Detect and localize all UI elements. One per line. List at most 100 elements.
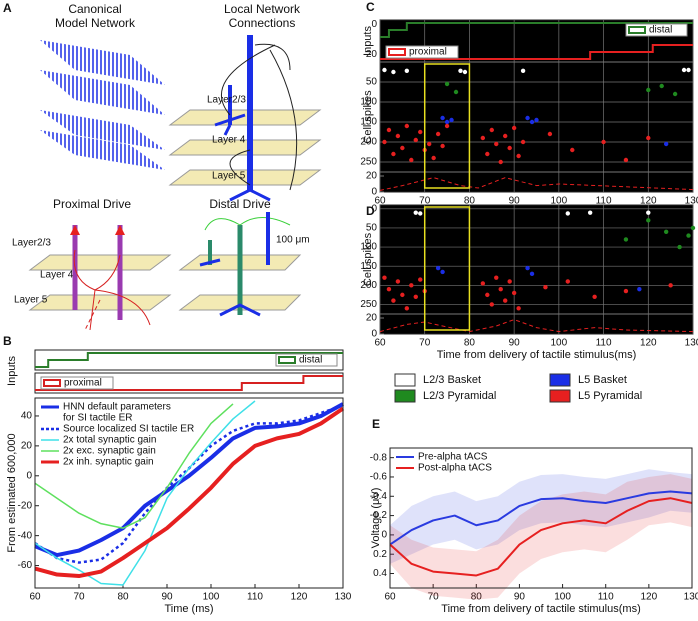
x-tick-label: 110 xyxy=(598,592,614,603)
line xyxy=(389,497,693,577)
spike xyxy=(400,292,405,298)
spike xyxy=(547,131,553,137)
x-tick-label: 120 xyxy=(640,338,657,349)
layer-plate xyxy=(168,169,322,186)
spike xyxy=(525,115,530,121)
spike xyxy=(418,211,423,216)
input-legend-label: distal xyxy=(649,25,672,36)
line xyxy=(389,490,693,546)
spike xyxy=(494,275,499,280)
panel-label: B xyxy=(3,334,12,348)
y-tick-label: 250 xyxy=(360,299,377,310)
spike xyxy=(382,139,387,145)
legend-label: 2x total synaptic gain xyxy=(63,435,156,446)
line xyxy=(34,406,345,579)
x-tick-label: 110 xyxy=(596,338,612,349)
diagram-title: Proximal Drive xyxy=(53,197,131,211)
spike xyxy=(404,123,410,129)
line xyxy=(34,402,344,558)
dipole-tick-label: 0 xyxy=(371,329,377,340)
spike xyxy=(681,67,687,73)
spike xyxy=(503,133,508,139)
legend-label: L5 Basket xyxy=(578,374,627,386)
x-tick-label: 100 xyxy=(554,592,571,603)
dipole-tick-label: 20 xyxy=(366,313,378,324)
input-trace xyxy=(35,375,343,391)
dipole-tick-label: 20 xyxy=(366,171,378,182)
spike xyxy=(677,244,682,250)
input-legend-swatch xyxy=(43,379,61,387)
spike xyxy=(686,233,691,238)
dipole-trace xyxy=(379,177,694,191)
network-sheet xyxy=(40,70,165,115)
spike xyxy=(565,211,570,216)
spike xyxy=(489,302,494,307)
legend-label: L5 Pyramidal xyxy=(578,390,642,402)
plot-clip-frame xyxy=(389,447,693,589)
spike xyxy=(525,265,530,271)
scale-label: 100 μm xyxy=(276,235,310,246)
legend-label: for SI tactile ER xyxy=(63,413,132,424)
arrow xyxy=(70,225,125,235)
spike xyxy=(690,225,696,231)
input-legend-label: proximal xyxy=(64,378,102,389)
dendrite xyxy=(199,258,261,317)
y-tick-label: 20 xyxy=(21,441,33,452)
x-tick-label: 100 xyxy=(551,338,568,349)
y-tick-label: -0.4 xyxy=(370,491,388,502)
layer-plate xyxy=(28,254,172,271)
spike xyxy=(489,127,494,133)
spike xyxy=(511,290,517,296)
spike xyxy=(516,306,521,311)
spike xyxy=(413,294,418,299)
x-tick-label: 80 xyxy=(464,196,476,207)
spike xyxy=(637,286,642,292)
spike xyxy=(646,135,651,141)
spike xyxy=(659,83,664,89)
y-tick-label: -0.6 xyxy=(370,472,388,483)
series-group xyxy=(389,469,693,600)
legend-label: L2/3 Basket xyxy=(423,374,481,386)
spike xyxy=(520,68,526,74)
panel-label: C xyxy=(366,0,375,14)
y-tick-label: 0 xyxy=(381,530,387,541)
spike xyxy=(391,151,396,157)
x-tick-label: 60 xyxy=(374,338,386,349)
input-legend-swatch xyxy=(628,26,646,34)
y-tick-label: 200 xyxy=(360,137,377,148)
legend-label: Pre-alpha tACS xyxy=(418,452,488,463)
layer-plate xyxy=(28,294,172,311)
line xyxy=(34,400,256,586)
legend-swatch xyxy=(394,389,416,403)
spike xyxy=(431,155,436,161)
dipole-tick-label: 0 xyxy=(371,187,377,198)
x-tick-label: 70 xyxy=(73,592,85,603)
spike xyxy=(570,147,575,153)
x-tick-label: 90 xyxy=(509,338,521,349)
spike xyxy=(440,269,445,275)
spike xyxy=(413,210,418,215)
spike xyxy=(395,133,401,139)
x-tick-label: 110 xyxy=(596,196,612,207)
layer-label: Layer 5 xyxy=(212,171,246,182)
spike xyxy=(413,137,418,143)
layer-label: Layer 4 xyxy=(40,270,74,281)
spike xyxy=(480,135,486,141)
spike xyxy=(498,159,503,165)
spike xyxy=(646,87,651,93)
plot-clip-frame xyxy=(34,397,344,589)
spike xyxy=(485,292,490,298)
series-group xyxy=(34,400,345,586)
spike xyxy=(391,298,396,303)
spike xyxy=(529,271,535,277)
layer-label: Layer 4 xyxy=(212,135,246,146)
highlight-window xyxy=(423,63,471,189)
legend-label: L2/3 Pyramidal xyxy=(423,390,496,402)
spike xyxy=(444,123,450,129)
x-tick-label: 80 xyxy=(471,592,483,603)
y-tick-label: -60 xyxy=(18,560,33,571)
spike xyxy=(435,265,441,271)
legend-label: 2x inh. synaptic gain xyxy=(63,457,154,468)
x-tick-label: 60 xyxy=(374,196,386,207)
spike xyxy=(672,91,678,97)
